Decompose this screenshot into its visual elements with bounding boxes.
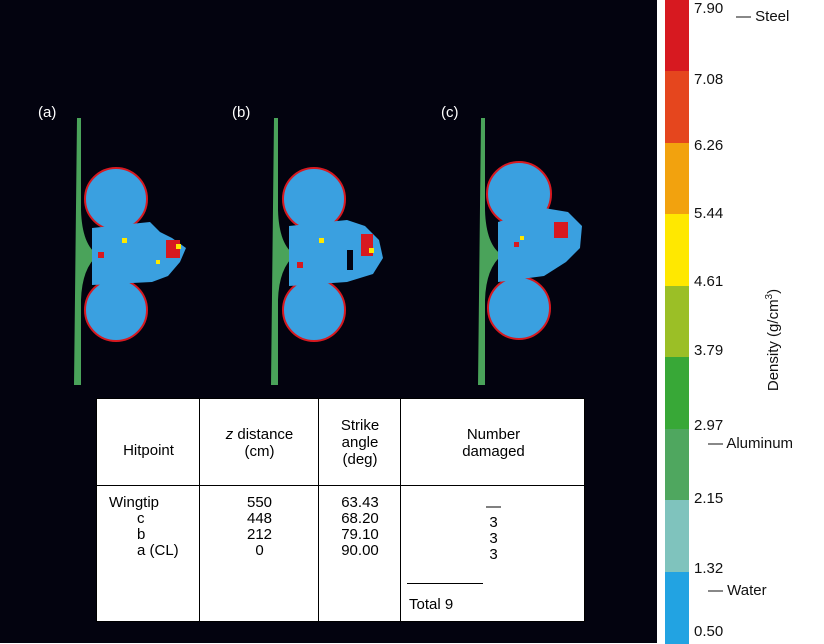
upper-bubble <box>282 167 346 231</box>
colorbar-band <box>665 0 689 73</box>
tick-label: 5.44 <box>694 205 724 222</box>
header-z-symbol: z <box>225 426 234 443</box>
tick-label: 0.50 <box>694 623 724 640</box>
hot-fragment <box>319 238 324 243</box>
table-row: b <box>137 526 146 543</box>
water-mass <box>289 220 383 286</box>
plate <box>478 118 502 385</box>
upper-bubble <box>84 167 148 231</box>
panel-label-c: (c) <box>441 104 459 121</box>
table-row: a (CL) <box>137 542 179 559</box>
panel-label-b: (b) <box>232 104 251 121</box>
plate <box>74 118 98 385</box>
tick-label: 7.90 <box>694 0 724 17</box>
colorbar-band <box>665 214 689 287</box>
colorbar-band <box>665 500 689 573</box>
z-column: 550 448 212 0 <box>246 494 273 559</box>
panel-a-simulation <box>74 118 186 385</box>
damaged-column: — 3 3 3 <box>486 498 501 563</box>
steel-fragment <box>297 262 303 268</box>
steel-fragment <box>514 242 519 247</box>
plate <box>271 118 295 385</box>
tick-label: 2.97 <box>694 417 724 434</box>
hot-fragment <box>176 244 181 249</box>
steel-fragment <box>98 252 104 258</box>
column-divider <box>97 399 200 621</box>
column-divider <box>200 399 319 621</box>
steel-fragment <box>554 222 568 238</box>
colorbar-band <box>665 357 689 430</box>
simulation-drawing <box>74 118 582 385</box>
colorbar-band <box>665 285 689 359</box>
colorbar-band <box>665 142 689 216</box>
panel-label-a: (a) <box>38 104 57 121</box>
hot-fragment <box>122 238 127 243</box>
dark-gap <box>347 250 353 270</box>
column-divider <box>319 399 401 621</box>
table-row: Wingtip <box>109 494 160 511</box>
header-strike-angle: Strike angle (deg) <box>340 417 380 468</box>
total-row: Total 9 <box>409 596 454 613</box>
material-label-aluminum: — Aluminum <box>708 435 794 452</box>
hitpoint-column: Wingtip c b a (CL) <box>109 495 199 559</box>
lower-bubble <box>487 276 551 340</box>
header-z-text: distance <box>233 426 294 443</box>
material-label-water: — Water <box>708 582 767 599</box>
water-mass <box>92 222 186 285</box>
tick-label: 7.08 <box>694 71 724 88</box>
table-row: c <box>137 510 145 527</box>
header-divider <box>97 485 584 486</box>
hot-fragment <box>156 260 160 264</box>
tick-label: 1.32 <box>694 560 724 577</box>
header-z-distance: z distance (cm) <box>200 426 319 460</box>
tick-label: 6.26 <box>694 137 724 154</box>
colorbar-band <box>665 571 689 644</box>
hot-fragment <box>369 248 374 253</box>
tick-label: 2.15 <box>694 490 724 507</box>
hitpoint-table: Hitpoint z distance (cm) Strike angle (d… <box>96 398 585 622</box>
water-mass <box>498 208 582 282</box>
lower-bubble <box>84 278 148 342</box>
total-divider <box>407 583 483 584</box>
header-z-unit: (cm) <box>244 443 275 460</box>
hot-fragment <box>520 236 524 240</box>
colorbar-axis-label: Density (g/cm3) <box>764 288 782 392</box>
density-colorbar <box>665 0 689 644</box>
lower-bubble <box>282 278 346 342</box>
tick-label: 4.61 <box>694 273 724 290</box>
header-hitpoint: Hitpoint <box>123 442 174 459</box>
tick-label: 3.79 <box>694 342 724 359</box>
material-label-steel: — Steel <box>736 8 790 25</box>
angle-column: 63.43 68.20 79.10 90.00 <box>341 494 379 559</box>
header-number-damaged: Number damaged <box>462 426 525 460</box>
colorbar-band <box>665 428 689 502</box>
panel-c-simulation <box>478 118 582 385</box>
panel-b-simulation <box>271 118 383 385</box>
colorbar-band <box>665 71 689 144</box>
